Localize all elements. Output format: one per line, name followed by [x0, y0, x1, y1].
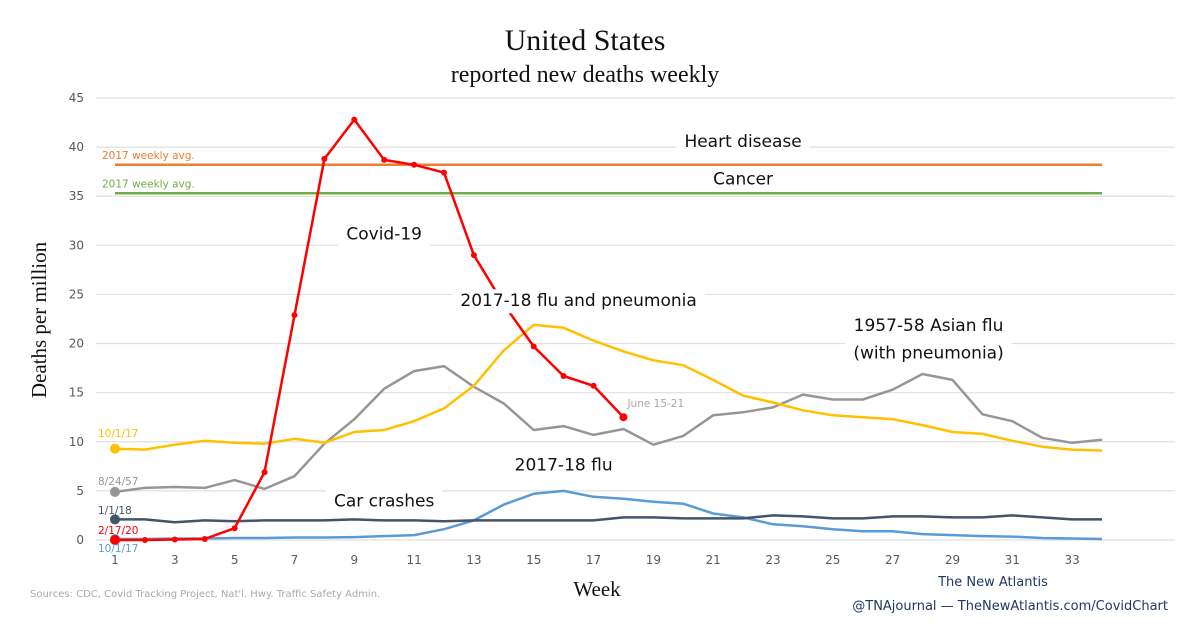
x-tick-label: 11	[406, 553, 421, 567]
series-line	[115, 489, 1103, 541]
annotation-label: Heart disease	[684, 132, 801, 152]
data-point	[530, 343, 537, 350]
series-start-label: 10/1/17	[98, 543, 138, 555]
y-tick-label: 20	[69, 337, 84, 351]
data-point	[171, 536, 178, 543]
chart-title: United States	[505, 24, 666, 57]
series-line	[115, 514, 1102, 524]
data-point	[351, 116, 358, 123]
y-tick-label: 15	[69, 386, 84, 400]
y-axis-title: Deaths per million	[27, 241, 51, 398]
x-tick-label: 9	[350, 553, 358, 567]
x-tick-label: 13	[466, 553, 481, 567]
annotation-background	[705, 167, 782, 192]
x-axis-title: Week	[573, 577, 621, 601]
data-point	[619, 413, 628, 422]
x-tick-label: 33	[1064, 553, 1079, 567]
series-start-labels: 2/17/20 10/1/17 8/24/57 1/1/18 10/1/17 June 1…	[98, 398, 684, 555]
series-line	[114, 364, 1103, 494]
series-start-label: 10/1/17	[98, 428, 138, 440]
reference-line-label: 2017 weekly avg.	[102, 150, 195, 162]
series-start-label: 2/17/20	[98, 525, 138, 537]
annotation-background	[452, 289, 705, 314]
data-point	[141, 537, 148, 543]
data-point	[441, 169, 447, 176]
data-point	[261, 469, 268, 476]
x-tick-label: 29	[945, 553, 960, 567]
series-start-label: 8/24/57	[98, 476, 138, 488]
data-point	[291, 312, 298, 319]
x-tick-label: 15	[526, 553, 541, 567]
annotation-background	[845, 313, 1012, 338]
x-tick-label: 5	[231, 553, 239, 567]
annotation-label: Car crashes	[334, 492, 435, 512]
x-tick-label: 31	[1005, 553, 1020, 567]
reference-line-label: 2017 weekly avg.	[102, 178, 195, 190]
series-end-label: June 15-21	[626, 398, 684, 410]
series-lines	[110, 116, 1103, 545]
source-note: Sources: CDC, Covid Tracking Project, Na…	[30, 589, 380, 600]
annotation-label: 2017-18 flu and pneumonia	[460, 291, 696, 311]
y-tick-label: 5	[76, 484, 84, 498]
x-tick-label: 25	[825, 553, 840, 567]
annotation-label: Covid-19	[346, 224, 422, 244]
credit-publication: The New Atlantis	[937, 575, 1048, 590]
x-tick-label: 17	[586, 553, 601, 567]
credit-link[interactable]: @TNAjournal — TheNewAtlantis.com/CovidCh…	[852, 599, 1168, 614]
x-tick-label: 23	[765, 553, 780, 567]
y-tick-label: 10	[69, 435, 84, 449]
annotation-label: (with pneumonia)	[853, 343, 1003, 363]
series-start-marker	[110, 514, 120, 525]
series-start-marker	[110, 535, 120, 545]
series-line	[114, 323, 1103, 452]
data-point	[590, 382, 597, 389]
x-tick-label: 27	[885, 553, 900, 567]
annotation-label: 1957-58 Asian flu	[854, 316, 1004, 336]
y-tick-label: 40	[69, 140, 84, 154]
annotation-label: 2017-18 flu	[515, 455, 613, 475]
x-axis-ticks: 1 3 5 7 9 11 13 15 17 19 21 23 25 27 29 31 33	[111, 553, 1080, 567]
data-point	[231, 525, 238, 532]
series-start-label: 1/1/18	[98, 505, 132, 517]
x-tick-label: 19	[646, 553, 661, 567]
annotations: Heart disease Cancer Covid-19 2017-18 flu a…	[325, 130, 1012, 514]
data-point	[560, 372, 567, 379]
y-tick-label: 35	[69, 189, 84, 203]
y-tick-label: 30	[69, 238, 84, 252]
annotation-label: Cancer	[713, 169, 773, 189]
y-tick-label: 0	[76, 533, 84, 547]
annotation-background	[338, 222, 430, 247]
data-point	[470, 252, 477, 259]
x-tick-label: 21	[706, 553, 721, 567]
x-tick-label: 3	[171, 553, 179, 567]
data-point	[321, 155, 328, 162]
reference-lines: 2017 weekly avg. 2017 weekly avg.	[102, 150, 1102, 195]
series-start-marker	[110, 486, 120, 497]
data-point	[381, 156, 388, 163]
annotation-background	[845, 341, 1012, 366]
y-axis-ticks: 0 5 10 15 20 25 30 35 40 45	[69, 91, 84, 547]
annotation-background	[325, 489, 443, 514]
series-start-marker	[110, 443, 120, 454]
series-line	[115, 118, 625, 542]
y-tick-label: 25	[69, 287, 84, 301]
data-point	[201, 536, 208, 543]
y-tick-label: 45	[69, 91, 84, 105]
data-point	[411, 161, 418, 168]
chart-subtitle: reported new deaths weekly	[451, 62, 720, 88]
x-tick-label: 7	[291, 553, 299, 567]
annotation-background	[676, 130, 810, 155]
annotation-background	[506, 453, 621, 478]
x-tick-label: 1	[111, 553, 119, 567]
